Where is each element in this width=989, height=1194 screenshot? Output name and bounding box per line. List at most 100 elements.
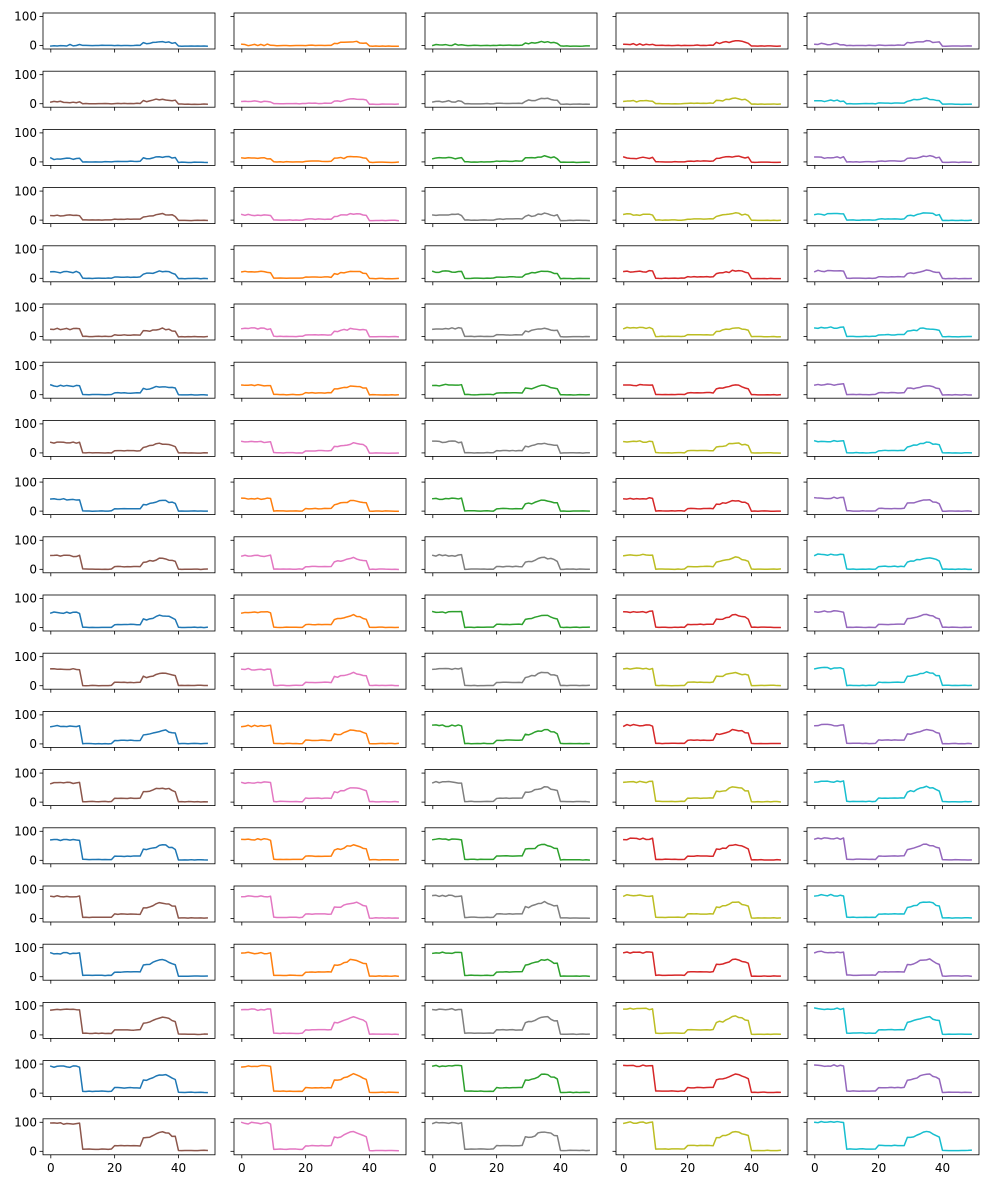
subplot-22 [230, 245, 407, 286]
subplot-14 [612, 128, 789, 169]
series-line-61 [49, 724, 208, 745]
y-tick-label: 100 [14, 883, 37, 897]
series-line-36 [49, 441, 208, 454]
y-tick-label: 100 [14, 766, 37, 780]
subplot-38 [421, 419, 598, 460]
y-tick-label: 100 [14, 68, 37, 82]
series-line-47 [240, 554, 399, 571]
subplot-13 [421, 128, 598, 169]
axes-frame [424, 478, 598, 516]
subplot-96: 0 100 0 20 40 [14, 1115, 216, 1175]
subplot-64 [612, 711, 789, 751]
subplot-29 [612, 303, 789, 344]
series-line-97 [240, 1121, 399, 1152]
subplot-24 [612, 245, 789, 286]
subplot-31: 0 100 [14, 359, 216, 402]
series-line-77 [241, 895, 399, 919]
series-line-46 [50, 554, 208, 571]
series-line-34 [623, 383, 781, 396]
series-line-91 [49, 1065, 208, 1094]
subplot-75 [803, 827, 980, 868]
subplot-43 [421, 478, 598, 519]
subplot-62 [230, 711, 407, 751]
series-line-50 [813, 553, 972, 571]
subplot-85 [803, 943, 980, 984]
axes-frame [233, 711, 407, 748]
series-line-98 [431, 1121, 590, 1152]
y-tick-label: 0 [29, 97, 37, 111]
subplot-69 [612, 769, 789, 810]
series-line-74 [623, 837, 781, 861]
series-line-14 [622, 155, 781, 164]
series-line-15 [814, 154, 972, 164]
x-tick-label: 40 [362, 1161, 377, 1175]
axes-frame [806, 478, 980, 516]
axes-frame [42, 12, 216, 50]
series-line-100 [813, 1120, 972, 1152]
series-line-62 [240, 724, 400, 745]
subplot-67 [230, 769, 407, 810]
subplot-59 [612, 652, 789, 693]
series-line-9 [622, 97, 781, 106]
series-line-6 [49, 98, 208, 106]
axes-frame [615, 303, 789, 341]
subplot-42 [230, 478, 407, 519]
series-line-88 [431, 1007, 590, 1036]
axes-frame [42, 536, 216, 574]
y-tick-label: 0 [29, 272, 37, 286]
subplot-1: 0 100 [14, 10, 216, 53]
subplot-50 [803, 536, 980, 577]
axes-frame [233, 536, 407, 574]
axes-frame [806, 885, 980, 923]
series-line-81 [49, 951, 208, 978]
axes-frame [806, 303, 980, 341]
axes-frame [233, 70, 407, 108]
axes-frame [42, 1002, 216, 1039]
y-tick-label: 100 [14, 301, 37, 315]
axes-frame [424, 652, 598, 690]
axes-frame [615, 827, 789, 865]
subplot-83 [421, 943, 598, 984]
series-line-22 [240, 270, 399, 280]
series-line-18 [431, 212, 590, 222]
series-line-66 [49, 781, 208, 803]
axes-frame [233, 12, 407, 50]
subplot-45 [803, 478, 980, 519]
subplot-2 [230, 12, 407, 53]
axes-frame [42, 594, 216, 632]
x-tick-label: 20 [107, 1161, 122, 1175]
axes-frame [615, 70, 789, 108]
subplot-15 [803, 128, 980, 169]
subplot-16: 0 100 [14, 184, 216, 227]
series-line-38 [432, 440, 590, 454]
subplot-41: 0 100 [14, 475, 216, 518]
subplot-6: 0 100 [14, 68, 216, 111]
axes-frame [615, 1118, 789, 1156]
series-line-73 [431, 837, 590, 861]
series-line-87 [241, 1008, 399, 1036]
subplot-77 [230, 885, 407, 926]
subplot-44 [612, 478, 789, 519]
subplot-26: 0 100 [14, 301, 216, 344]
axes-frame [615, 478, 789, 516]
series-line-13 [431, 154, 590, 164]
subplot-3 [421, 12, 598, 53]
subplot-74 [612, 827, 789, 868]
y-tick-label: 0 [29, 563, 37, 577]
axes-frame [233, 187, 407, 225]
series-line-45 [813, 496, 973, 513]
y-tick-label: 0 [29, 1028, 37, 1042]
axes-frame [233, 1002, 407, 1039]
series-line-8 [431, 97, 590, 106]
subplot-19 [612, 187, 789, 228]
series-line-58 [432, 667, 590, 687]
subplot-82 [230, 943, 407, 984]
y-tick-label: 0 [29, 621, 37, 635]
axes-frame [233, 1118, 407, 1156]
y-tick-label: 100 [14, 941, 37, 955]
axes-frame [424, 827, 598, 865]
series-line-92 [241, 1064, 399, 1094]
subplot-72 [230, 827, 407, 868]
axes-frame [233, 128, 407, 166]
series-line-2 [240, 40, 399, 48]
